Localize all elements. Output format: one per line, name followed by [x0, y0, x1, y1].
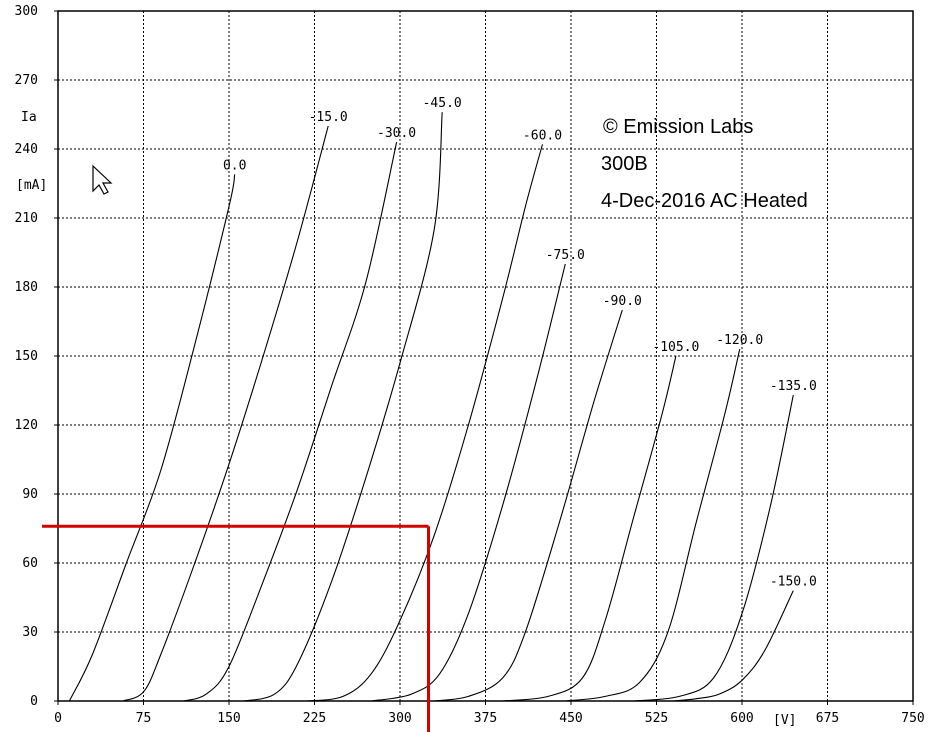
y-tick-label: 270 — [15, 73, 38, 88]
y-tick-label: 0 — [30, 694, 38, 709]
plate-curves — [68, 112, 794, 702]
plate-curve — [243, 112, 443, 702]
curve-label: -120.0 — [716, 333, 763, 348]
plate-curve — [434, 309, 623, 702]
curve-label: -150.0 — [770, 575, 817, 590]
x-tick-label: 675 — [816, 711, 839, 726]
plate-curve — [306, 144, 544, 702]
y-tick-label: 60 — [22, 556, 38, 571]
curve-label: -30.0 — [377, 126, 416, 141]
grid — [58, 11, 913, 701]
y-tick-label: 120 — [15, 418, 38, 433]
x-tick-label: 375 — [474, 711, 497, 726]
tube-model-annotation: 300B — [601, 153, 648, 175]
curve-label: -90.0 — [603, 294, 642, 309]
y-tick-label: 90 — [22, 487, 38, 502]
x-tick-label: 600 — [730, 711, 753, 726]
x-tick-label: 300 — [388, 711, 411, 726]
curve-label: -60.0 — [523, 128, 562, 143]
curve-label: -45.0 — [423, 96, 462, 111]
y-tick-label: 300 — [15, 4, 38, 19]
curve-label: -135.0 — [770, 379, 817, 394]
plate-curve — [122, 125, 329, 702]
x-tick-label: 525 — [645, 711, 668, 726]
curve-label: -15.0 — [309, 110, 348, 125]
plate-curve — [565, 348, 741, 702]
curve-label: -75.0 — [546, 248, 585, 263]
plate-curve — [183, 141, 398, 702]
plate-curve — [673, 590, 794, 702]
mouse-cursor-icon — [92, 164, 113, 195]
axes: 0 75 150 225 300 375 450 525 600 675 750 0 30 60 90 120… — [15, 4, 925, 726]
x-tick-label: 450 — [559, 711, 582, 726]
x-tick-label: 750 — [901, 711, 924, 726]
plate-curve — [502, 355, 677, 702]
y-tick-label: 150 — [15, 349, 38, 364]
curve-label: -105.0 — [652, 340, 699, 355]
copyright-annotation: © Emission Labs — [603, 116, 753, 138]
curve-label: 0.0 — [223, 158, 246, 173]
operating-point-lines — [42, 524, 430, 732]
plot-frame — [57, 10, 914, 702]
x-tick-label: 150 — [217, 711, 240, 726]
x-tick-label: 225 — [303, 711, 326, 726]
y-axis-unit: [mA] — [16, 178, 47, 193]
x-tick-label: 75 — [136, 711, 152, 726]
y-tick-label: 180 — [15, 280, 38, 295]
plate-curve — [633, 394, 794, 702]
date-annotation: 4-Dec-2016 AC Heated — [601, 190, 808, 212]
y-tick-label: 210 — [15, 211, 38, 226]
plate-curve — [371, 263, 566, 702]
x-axis-unit: [V] — [773, 713, 796, 728]
y-tick-label: 240 — [15, 142, 38, 157]
plate-curve — [68, 174, 236, 702]
y-tick-label: 30 — [22, 625, 38, 640]
x-tick-label: 0 — [54, 711, 62, 726]
y-axis-label: Ia — [21, 110, 37, 125]
curve-labels: 0.0 -15.0 -30.0 -45.0 -60.0 -75.0 -90.0 -105.0 -… — [223, 96, 817, 589]
